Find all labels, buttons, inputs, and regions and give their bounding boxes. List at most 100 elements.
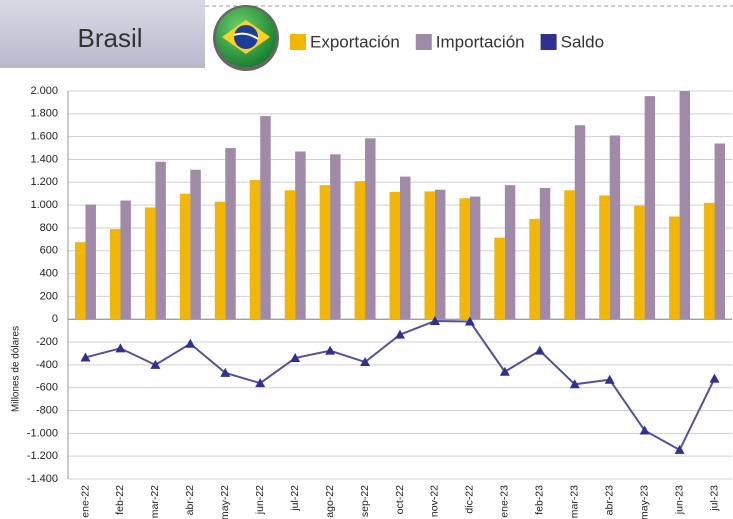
bar [85,204,96,320]
flag-icon [213,5,279,71]
y-tick-label: -1.200 [27,450,58,462]
bar [679,91,691,320]
marker [709,373,720,383]
marker [220,367,231,377]
bar [330,154,341,320]
x-tick-label: oct-22 [394,485,406,514]
y-tick-label: 200 [40,290,58,302]
y-tick-label: 1.200 [30,176,58,188]
y-tick-label: 0 [52,313,58,325]
bar [295,151,306,320]
x-tick-label: abr-23 [603,485,615,516]
bar [249,180,261,320]
bar [74,242,86,320]
bar [284,190,296,320]
marker [429,315,440,325]
bar [704,202,715,320]
y-tick-label: 1.600 [30,131,58,143]
bar [400,176,411,320]
bar [714,143,726,320]
legend-swatch [290,34,306,50]
x-tick-label: ago-22 [324,485,336,518]
x-tick-label: may-23 [638,485,650,519]
legend-label: Exportación [310,32,400,51]
x-tick-label: jul-23 [708,485,720,512]
marker [674,444,685,454]
legend-swatch [415,34,432,50]
marker [395,329,405,339]
bar [494,237,505,320]
y-tick-label: 1.800 [30,108,58,120]
bar [190,169,201,320]
x-tick-label: jun-23 [673,485,685,515]
y-tick-label: -600 [36,382,58,394]
x-tick-label: jun-22 [254,485,266,515]
bar [469,196,481,320]
bar [669,216,680,320]
y-tick-label: -200 [36,336,58,348]
x-tick-label: sep-22 [359,485,371,517]
y-tick-label: 2.000 [30,85,58,97]
bar [260,116,271,320]
bar [644,96,656,320]
marker [185,338,196,348]
bar [504,185,516,320]
bar [225,148,236,320]
bar [609,135,621,320]
legend-swatch [540,34,557,50]
bar [365,138,376,320]
line [85,319,716,452]
legend-label: Importación [436,32,525,51]
x-tick-label: ene-23 [499,485,511,518]
bar [529,218,540,320]
y-tick-label: -1.400 [27,473,58,485]
x-tick-label: ene-22 [79,485,91,518]
y-tick-label: 1.400 [30,153,58,165]
marker [115,343,126,353]
x-tick-label: mar-23 [569,485,581,518]
bar [354,181,366,320]
marker [464,316,475,326]
bar [120,200,131,320]
x-tick-label: feb-22 [114,485,126,515]
marker [639,425,650,435]
legend-label: Saldo [561,32,604,51]
x-tick-label: nov-22 [429,485,441,517]
bar [155,161,166,320]
y-tick-label: 400 [40,267,58,279]
bar [109,229,121,320]
marker [569,379,580,389]
marker [80,352,91,362]
x-tick-label: dic-22 [464,485,476,514]
bar [389,191,400,320]
header-title: Brasil [77,23,142,53]
bar [539,188,551,320]
x-tick-label: abr-22 [184,485,196,516]
bar [564,190,575,320]
marker [499,366,510,376]
bar [434,189,446,320]
marker [150,359,161,369]
x-tick-label: may-22 [219,485,231,519]
marker [290,353,301,363]
y-tick-label: 800 [40,222,58,234]
y-tick-label: 1.000 [30,199,58,211]
bar [424,191,435,320]
y-tick-label: -400 [36,359,58,371]
y-tick-label: -1.000 [27,427,58,439]
x-tick-label: jul-22 [289,485,301,512]
marker [255,378,266,388]
header-tab [0,0,205,68]
marker [360,357,371,367]
x-tick-label: mar-22 [149,485,161,518]
bar [574,125,586,320]
y-tick-label: 600 [40,245,58,257]
y-axis-label: Millones de dólares [11,326,22,412]
bar [599,195,610,320]
marker [534,345,545,355]
bar [144,207,156,320]
bar [319,185,331,320]
bar [214,201,226,320]
bar [179,193,191,320]
